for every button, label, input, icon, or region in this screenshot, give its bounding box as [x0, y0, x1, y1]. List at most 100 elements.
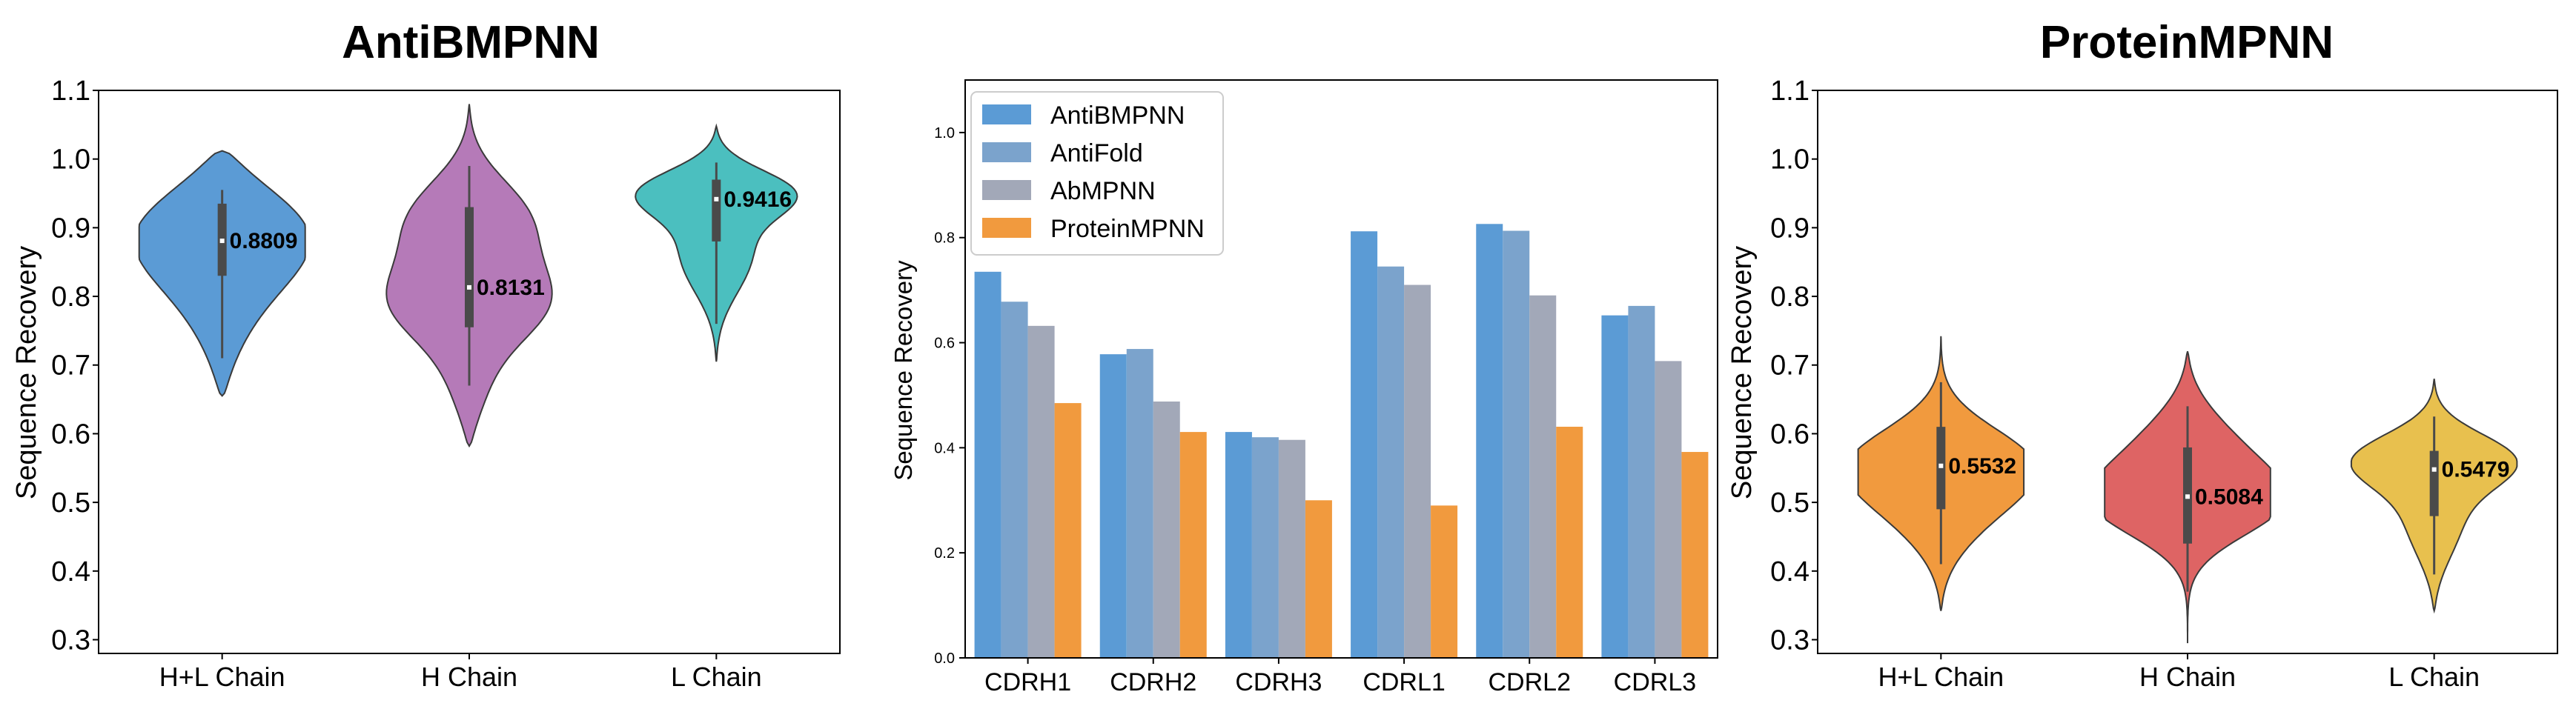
panel-title: AntiBMPNN [342, 17, 600, 68]
bar [1404, 284, 1431, 658]
median-dot [219, 239, 225, 244]
y-tick-label: 0.4 [934, 440, 955, 456]
plot-area: 0.5532 H+L Chain 0.5084 H Chain 0.5479 L Chai… [1770, 76, 2558, 692]
bar [1027, 325, 1055, 658]
y-tick-label: 0.4 [1770, 556, 1810, 587]
bar [1153, 401, 1180, 658]
legend-frame [970, 91, 1224, 256]
plot-area: CDRH1 CDRH2 CDRH3 CDRL1 CDRL2 CDRL3 0.0 0.2 0.4 0… [934, 79, 1718, 696]
x-tick-label: CDRH1 [984, 668, 1071, 696]
x-tick-label: CDRH2 [1110, 668, 1196, 696]
y-tick-label: 0.7 [1770, 350, 1810, 382]
x-tick-label: CDRL1 [1363, 668, 1445, 696]
y-tick-label: 0.6 [51, 419, 90, 450]
bar [1278, 439, 1305, 658]
median-label: 0.9416 [724, 187, 792, 212]
bar [1099, 354, 1127, 658]
median-label: 0.5084 [2195, 485, 2263, 509]
y-tick-label: 0.6 [934, 336, 955, 352]
bar [1655, 361, 1682, 658]
bar [1628, 305, 1655, 658]
y-tick-label: 0.9 [51, 213, 90, 244]
y-tick-label: 1.0 [51, 144, 90, 176]
panel-antibmpnn-violin: AntiBMPNN Sequence Recovery 0.8809 H+L Ch… [11, 17, 841, 692]
bar [1179, 432, 1207, 658]
legend: AntiBMPNN AntiFold AbMPNN ProteinMPNN [970, 91, 1224, 256]
legend-label: AntiBMPNN [1050, 101, 1185, 130]
median-dot [1938, 463, 1944, 468]
panel-proteinmpnn-violin: ProteinMPNN Sequence Recovery 0.5532 H+L … [1726, 17, 2558, 692]
legend-swatch [982, 218, 1031, 238]
bar [1351, 231, 1378, 659]
y-tick-label: 0.8 [1770, 282, 1810, 313]
legend-swatch [982, 142, 1031, 162]
y-tick-label: 0.8 [934, 230, 955, 247]
iqr-box [465, 207, 474, 327]
x-tick-label: H Chain [2139, 662, 2236, 692]
y-tick-label: 0.2 [934, 545, 955, 562]
median-dot [467, 284, 471, 290]
y-axis-label: Sequence Recovery [11, 246, 42, 499]
bar [1251, 437, 1279, 658]
median-dot [714, 196, 719, 202]
x-tick-label: L Chain [2388, 662, 2480, 692]
panel-title: ProteinMPNN [2040, 17, 2334, 68]
legend-swatch [982, 104, 1031, 124]
y-tick-label: 1.0 [934, 125, 955, 142]
y-axis-label: Sequence Recovery [1726, 246, 1758, 499]
y-tick-label: 0.5 [51, 487, 90, 519]
x-tick-label: H+L Chain [159, 662, 285, 692]
median-dot [2431, 467, 2437, 472]
x-tick-label: CDRH3 [1235, 668, 1322, 696]
bar [1054, 403, 1082, 658]
median-label: 0.5532 [1948, 454, 2016, 479]
median-label: 0.8131 [477, 276, 545, 300]
plot-frame [98, 90, 841, 654]
x-tick-label: H+L Chain [1878, 662, 2004, 692]
legend-label: ProteinMPNN [1050, 215, 1205, 243]
bar [1001, 302, 1028, 658]
x-tick-label: CDRL2 [1489, 668, 1571, 696]
bar [1225, 432, 1252, 658]
y-tick-label: 0.6 [1770, 419, 1810, 450]
bar [1601, 315, 1629, 658]
median-label: 0.5479 [2442, 458, 2510, 482]
plot-frame [964, 79, 1718, 659]
bar [1377, 266, 1405, 658]
x-tick-label: H Chain [421, 662, 517, 692]
median-dot [2185, 494, 2190, 499]
y-tick-label: 0.3 [1770, 625, 1810, 656]
iqr-box [2429, 450, 2439, 516]
bar [1305, 500, 1332, 658]
bar [1556, 427, 1583, 658]
y-tick-label: 0.8 [51, 282, 90, 313]
y-axis-label: Sequence Recovery [890, 260, 917, 481]
y-tick-label: 0.5 [1770, 487, 1810, 519]
legend-swatch [982, 180, 1031, 200]
bar [1503, 230, 1530, 658]
y-tick-label: 1.1 [1770, 76, 1810, 107]
y-tick-label: 0.0 [934, 650, 955, 667]
bar [1126, 349, 1153, 658]
x-tick-label: CDRL3 [1614, 668, 1696, 696]
median-label: 0.8809 [230, 229, 298, 253]
plot-frame [1817, 90, 2558, 654]
plot-area: 0.8809 H+L Chain 0.8131 H Chain 0.9416 L Chai… [51, 76, 841, 692]
y-tick-label: 0.4 [51, 556, 90, 587]
legend-label: AntiFold [1050, 139, 1143, 167]
bar [1681, 452, 1709, 658]
panel-bar-chart: Sequence Recovery CDRH1 CDRH2 CDRH3 CDRL1 CD… [890, 79, 1718, 696]
y-tick-label: 0.3 [51, 625, 90, 656]
bar [1431, 505, 1458, 658]
bar [1476, 224, 1503, 659]
x-tick-label: L Chain [671, 662, 762, 692]
y-tick-label: 0.9 [1770, 213, 1810, 244]
bar [974, 271, 1001, 658]
bar [1529, 295, 1557, 658]
y-tick-label: 0.7 [51, 350, 90, 382]
legend-label: AbMPNN [1050, 177, 1156, 205]
y-tick-label: 1.0 [1770, 144, 1810, 176]
y-tick-label: 1.1 [51, 76, 90, 107]
iqr-box [712, 179, 721, 242]
